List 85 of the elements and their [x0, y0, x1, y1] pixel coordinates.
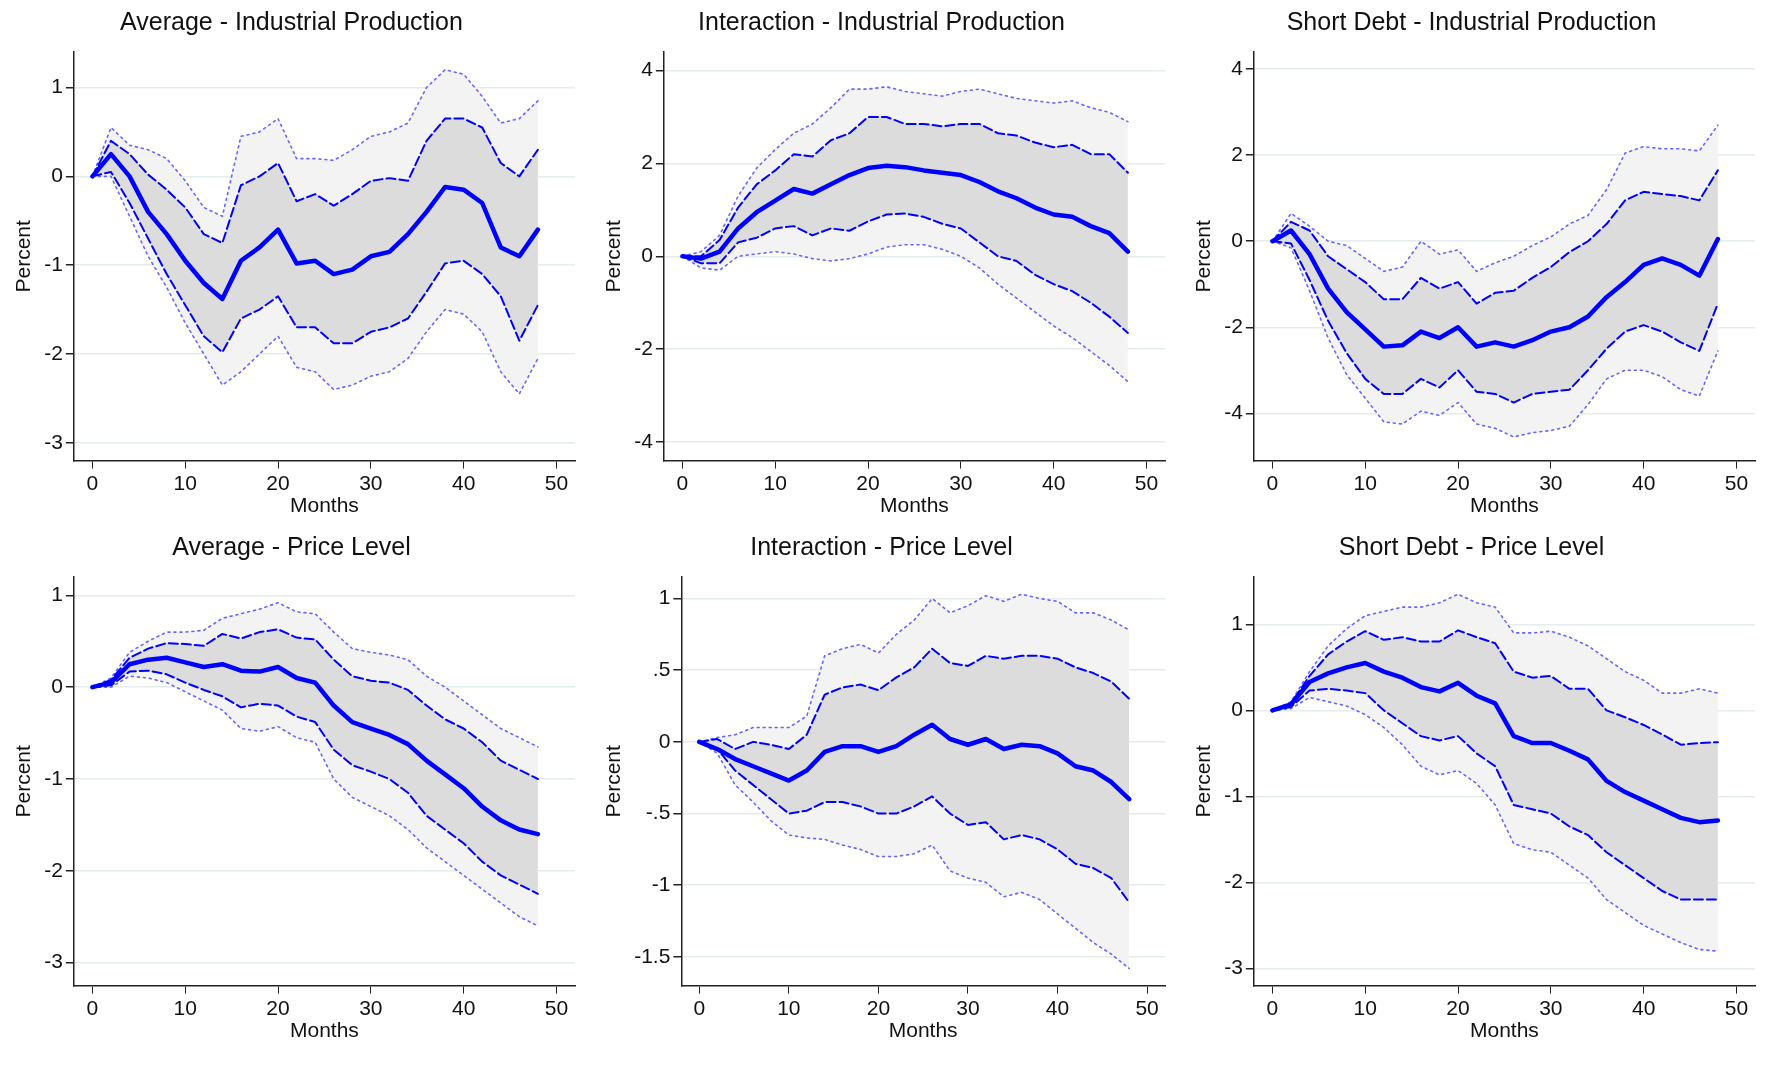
x-tick-label: 0 — [86, 996, 99, 1019]
x-axis-title: Months — [1470, 493, 1539, 517]
y-tick-label: -2 — [634, 335, 653, 359]
chart-title: Short Debt - Industrial Production — [1286, 6, 1657, 35]
y-axis-title: Percent — [601, 744, 625, 818]
x-axis-title: Months — [1470, 1018, 1539, 1042]
y-tick-label: -4 — [1224, 400, 1244, 424]
y-tick-label: .5 — [652, 656, 671, 680]
x-tick-label: 30 — [359, 996, 383, 1019]
y-tick-label: 0 — [1231, 697, 1243, 721]
x-tick-label: 50 — [1724, 471, 1749, 494]
x-tick-label: 40 — [451, 471, 476, 494]
y-axis-title: Percent — [601, 219, 625, 293]
chart-title: Interaction - Price Level — [750, 531, 1013, 560]
y-tick-label: -1.5 — [634, 943, 671, 967]
x-tick-label: 10 — [777, 996, 801, 1019]
x-tick-label: 20 — [1446, 471, 1470, 494]
y-tick-label: 0 — [51, 163, 63, 187]
x-axis-title: Months — [290, 1018, 359, 1042]
x-tick-label: 20 — [266, 471, 290, 494]
x-tick-label: 10 — [173, 996, 197, 1019]
x-axis-title: Months — [290, 493, 359, 517]
y-tick-label: -2 — [44, 857, 63, 881]
y-tick-label: -4 — [634, 428, 654, 452]
x-tick-label: 30 — [956, 996, 980, 1019]
x-tick-label: 40 — [1631, 996, 1656, 1019]
y-tick-label: 4 — [1231, 56, 1244, 79]
x-axis-title: Months — [888, 1018, 958, 1042]
x-tick-label: 50 — [1135, 996, 1159, 1019]
y-tick-label: 2 — [641, 150, 653, 174]
y-tick-label: -1 — [44, 251, 63, 275]
y-tick-label: -1 — [651, 872, 671, 896]
x-tick-label: 10 — [763, 471, 787, 494]
y-axis-title: Percent — [1191, 219, 1215, 293]
x-tick-label: 10 — [1353, 471, 1377, 494]
chart-title: Average - Industrial Production — [120, 6, 463, 35]
y-axis-title: Percent — [11, 219, 35, 293]
x-tick-label: 20 — [856, 471, 880, 494]
y-tick-label: 1 — [1231, 611, 1243, 635]
y-tick-label: -.5 — [645, 800, 671, 824]
y-axis-title: Percent — [1191, 744, 1215, 818]
x-tick-label: 30 — [359, 471, 383, 494]
y-tick-label: -2 — [1224, 869, 1243, 893]
x-tick-label: 20 — [1446, 996, 1470, 1019]
y-tick-label: 0 — [641, 243, 653, 267]
x-tick-label: 0 — [1266, 471, 1279, 494]
chart-title: Average - Price Level — [172, 531, 411, 560]
x-tick-label: 40 — [1041, 471, 1066, 494]
x-tick-label: 30 — [1539, 996, 1563, 1019]
x-tick-label: 40 — [1631, 471, 1656, 494]
y-tick-label: 2 — [1231, 142, 1243, 166]
x-tick-label: 10 — [1353, 996, 1377, 1019]
y-tick-label: -2 — [44, 340, 63, 364]
x-tick-label: 30 — [949, 471, 973, 494]
x-tick-label: 40 — [451, 996, 476, 1019]
y-tick-label: 1 — [51, 74, 63, 98]
x-tick-label: 50 — [1134, 471, 1159, 494]
x-axis-title: Months — [880, 493, 949, 517]
y-tick-label: -1 — [44, 765, 63, 789]
x-tick-label: 10 — [173, 471, 197, 494]
y-tick-label: -3 — [44, 429, 63, 453]
chart-title: Interaction - Industrial Production — [698, 6, 1065, 35]
x-tick-label: 0 — [86, 471, 99, 494]
x-tick-label: 50 — [544, 471, 569, 494]
y-tick-label: 4 — [641, 57, 654, 81]
x-tick-label: 40 — [1045, 996, 1070, 1019]
y-tick-label: 1 — [658, 585, 671, 609]
x-tick-label: 30 — [1539, 471, 1563, 494]
y-tick-label: -1 — [1224, 783, 1243, 807]
x-tick-label: 20 — [866, 996, 891, 1019]
y-tick-label: -3 — [1224, 955, 1243, 979]
x-tick-label: 50 — [544, 996, 569, 1019]
x-tick-label: 0 — [1266, 996, 1279, 1019]
x-tick-label: 0 — [676, 471, 689, 494]
y-tick-label: 0 — [51, 673, 63, 697]
y-tick-label: 1 — [51, 582, 63, 606]
y-tick-label: 0 — [1231, 228, 1243, 252]
y-axis-title: Percent — [11, 744, 35, 818]
y-tick-label: -2 — [1224, 314, 1243, 338]
y-tick-label: 0 — [658, 728, 671, 752]
chart-title: Short Debt - Price Level — [1338, 531, 1605, 560]
x-tick-label: 50 — [1724, 996, 1749, 1019]
y-tick-label: -3 — [44, 949, 63, 973]
x-tick-label: 20 — [266, 996, 290, 1019]
x-tick-label: 0 — [693, 996, 706, 1019]
